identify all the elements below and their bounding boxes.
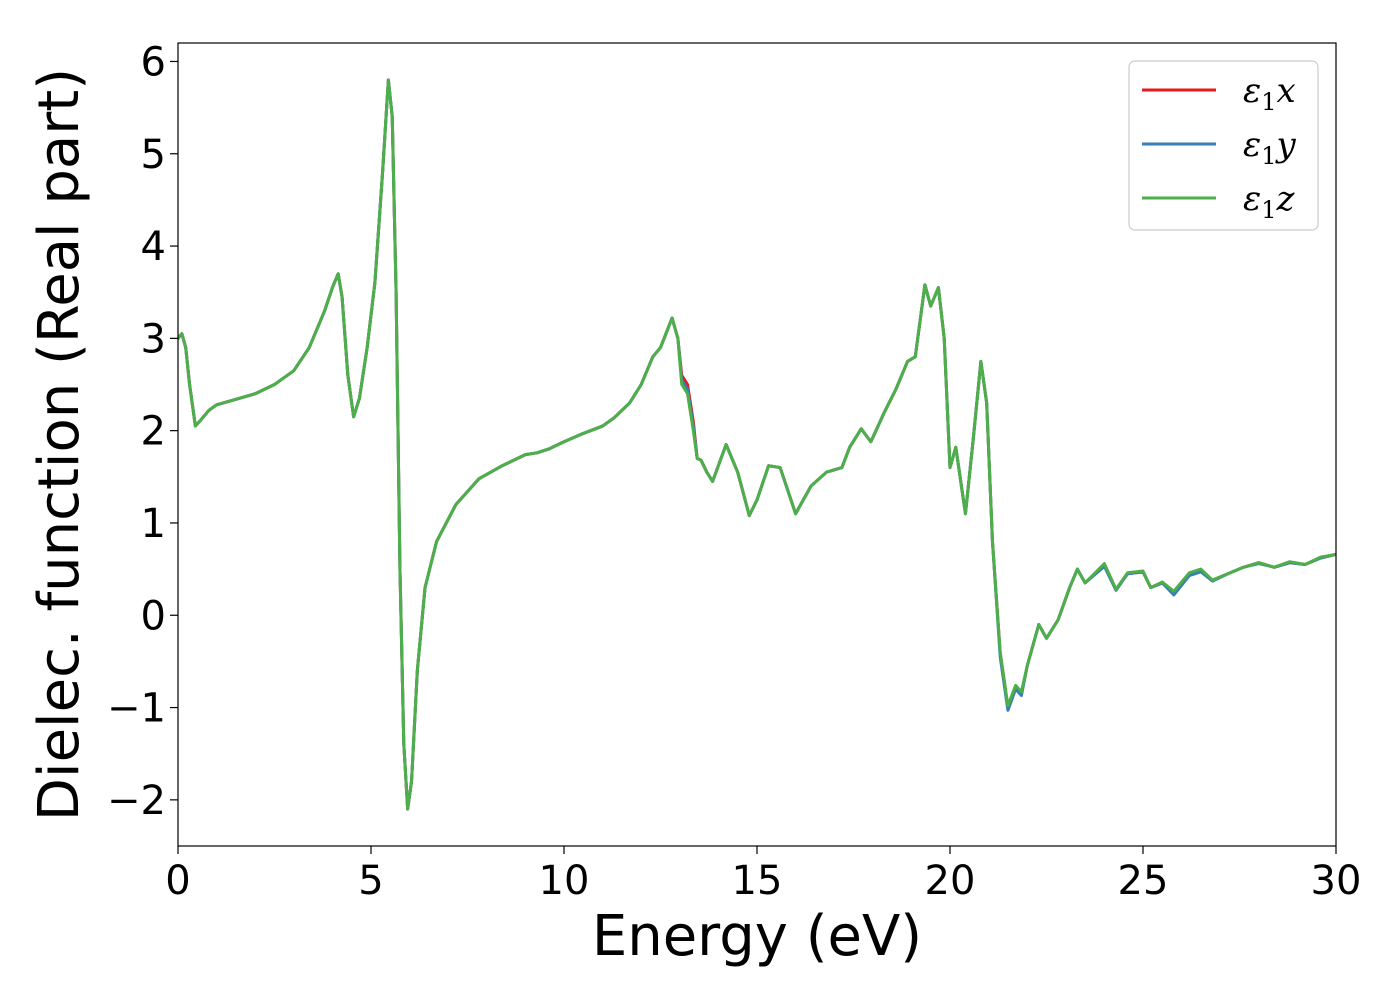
y-tick-label: −2	[107, 778, 166, 824]
x-tick-label: 20	[925, 858, 976, 904]
y-tick-label: 4	[141, 224, 166, 270]
x-tick-label: 15	[732, 858, 783, 904]
legend-label-z: ε1z	[1243, 179, 1296, 224]
y-tick-label: 0	[141, 593, 166, 639]
legend-label-x: ε1x	[1243, 71, 1296, 116]
legend-label-y: ε1y	[1243, 125, 1297, 170]
series-layer	[178, 78, 1336, 811]
axes-layer: 0 5 10 15 20 25 30 −2 −1 0 1 2 3 4 5 6	[107, 39, 1361, 904]
x-tick-label: 25	[1118, 858, 1169, 904]
y-tick-label: 2	[141, 409, 166, 455]
x-tick-label: 5	[358, 858, 383, 904]
legend-box	[1128, 60, 1319, 231]
y-tick-label: 1	[141, 501, 166, 547]
series-line-z	[178, 78, 1336, 811]
legend: ε1x ε1y ε1z	[1128, 60, 1319, 231]
x-tick-label: 10	[539, 858, 590, 904]
x-tick-label: 0	[165, 858, 190, 904]
y-tick-label: 5	[141, 132, 166, 178]
y-tick-label: 6	[141, 39, 166, 85]
x-axis-label: Energy (eV)	[592, 904, 922, 969]
x-tick-label: 30	[1311, 858, 1362, 904]
y-tick-label: −1	[107, 686, 166, 732]
y-axis-label: Dielec. function (Real part)	[27, 68, 92, 821]
y-tick-label: 3	[141, 316, 166, 362]
